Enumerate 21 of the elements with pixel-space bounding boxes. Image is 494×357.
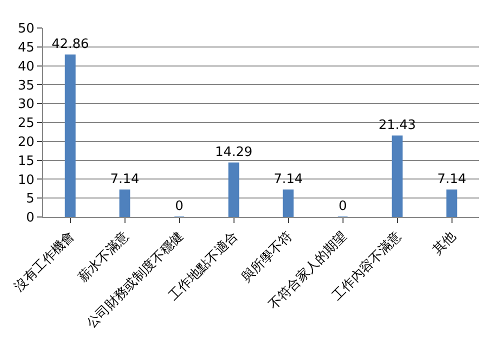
y-tick-label: 15 [18,154,34,169]
data-label: 7.14 [437,172,466,188]
data-label: 0 [338,199,347,214]
y-tick-label: 0 [26,210,34,226]
data-label: 7.14 [274,172,303,188]
y-tick-label: 45 [18,40,34,56]
y-tick-label: 35 [18,78,34,94]
data-label: 42.86 [52,36,89,52]
y-tick-label: 25 [18,116,34,132]
y-tick-label: 40 [18,59,34,74]
y-tick-label: 30 [18,97,34,112]
y-tick-label: 5 [26,192,34,207]
x-tick-label: 其他 [430,228,460,258]
x-tick-label: 沒有工作機會 [12,228,78,295]
y-tick-label: 50 [18,22,34,37]
data-label: 21.43 [378,118,416,133]
data-label: 14.29 [215,144,252,160]
data-label: 0 [175,199,184,214]
y-tick-label: 20 [18,134,34,150]
y-tick-label: 10 [18,172,34,188]
data-label: 7.14 [110,172,140,188]
